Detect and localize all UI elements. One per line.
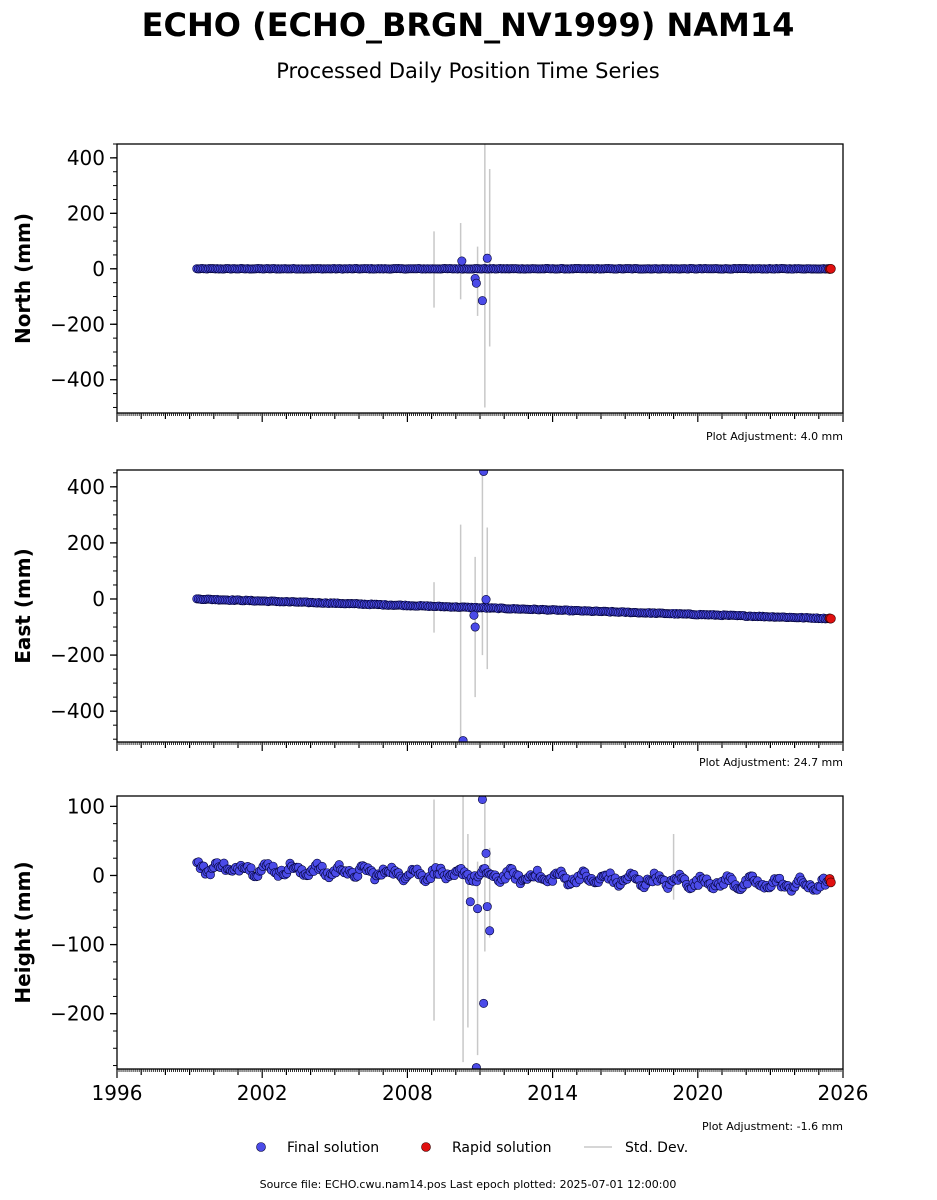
final-solution-point — [479, 998, 489, 1008]
legend-final-label: Final solution — [287, 1140, 379, 1156]
y-tick-label: −200 — [50, 1002, 105, 1026]
final-solution-point — [457, 256, 467, 266]
y-tick-label: 400 — [67, 475, 105, 499]
final-solution-point — [479, 470, 489, 476]
plot-adjustment: Plot Adjustment: -1.6 mm — [702, 1120, 843, 1133]
legend: Final solution Rapid solution Std. Dev. — [256, 1140, 688, 1156]
y-tick-label: 200 — [67, 531, 105, 555]
plot-area — [192, 144, 836, 408]
legend-rapid-marker — [421, 1142, 431, 1152]
final-solution-point — [477, 296, 487, 306]
y-tick-label: −400 — [50, 368, 105, 392]
plot-frame — [116, 795, 844, 1070]
rapid-solution-point — [826, 613, 836, 624]
final-solution-point — [482, 253, 492, 263]
chart-subtitle: Processed Daily Position Time Series — [276, 59, 660, 83]
y-tick-label: 0 — [92, 587, 105, 611]
final-solution-point — [471, 1063, 481, 1069]
plot-area — [192, 470, 836, 742]
y-axis-label: Height (mm) — [11, 861, 35, 1003]
x-tick-label: 2020 — [672, 1081, 723, 1105]
rapid-solution-point — [826, 263, 836, 274]
y-tick-label: −100 — [50, 933, 105, 957]
chart-title: ECHO (ECHO_BRGN_NV1999) NAM14 — [142, 6, 795, 44]
plot-adjustment: Plot Adjustment: 24.7 mm — [699, 756, 843, 769]
source-footer: Source file: ECHO.cwu.nam14.pos Last epo… — [260, 1178, 677, 1191]
y-tick-label: 0 — [92, 863, 105, 887]
plot-frame — [116, 143, 844, 414]
final-solution-point — [246, 863, 256, 873]
y-axis-label: East (mm) — [11, 548, 35, 664]
y-tick-label: −200 — [50, 312, 105, 336]
final-solution-point — [470, 622, 480, 632]
plot-area — [192, 796, 836, 1069]
legend-rapid-label: Rapid solution — [452, 1140, 552, 1156]
plot-adjustment: Plot Adjustment: 4.0 mm — [706, 430, 843, 443]
final-solution-point — [473, 904, 483, 914]
y-tick-label: −400 — [50, 699, 105, 723]
final-solution-point — [481, 595, 491, 605]
final-solution-point — [477, 796, 487, 804]
x-tick-label: 2026 — [818, 1081, 869, 1105]
final-solution-point — [471, 278, 481, 288]
final-solution-point — [485, 926, 495, 936]
x-tick-label: 1996 — [92, 1081, 143, 1105]
final-solution-point — [482, 902, 492, 912]
final-solution-point — [469, 610, 479, 620]
y-tick-label: 400 — [67, 146, 105, 170]
final-solution-point — [465, 897, 475, 907]
y-tick-label: −200 — [50, 643, 105, 667]
legend-std-label: Std. Dev. — [625, 1140, 688, 1156]
rapid-solution-point — [826, 877, 836, 888]
panel-north: 400 200 0 −200 −400 North (mm) Plot Adjustment… — [11, 143, 844, 443]
final-solution-point — [458, 736, 468, 742]
y-tick-label: 0 — [92, 257, 105, 281]
y-axis-label: North (mm) — [11, 213, 35, 344]
x-tick-label: 2002 — [237, 1081, 288, 1105]
legend-final-marker — [256, 1142, 266, 1152]
panel-east: 400 200 0 −200 −400 East (mm) Plot Adjustment:… — [11, 469, 844, 769]
x-tick-label: 2014 — [527, 1081, 578, 1105]
x-tick-label: 2008 — [382, 1081, 433, 1105]
panel-height: 100 0 −100 −200 1996 2002 2008 2014 2020 2026 Heig… — [11, 794, 868, 1133]
final-solution-point — [481, 848, 491, 858]
panels: 400 200 0 −200 −400 North (mm) Plot Adjustment… — [11, 143, 868, 1133]
y-tick-label: 100 — [67, 794, 105, 818]
y-tick-label: 200 — [67, 201, 105, 225]
